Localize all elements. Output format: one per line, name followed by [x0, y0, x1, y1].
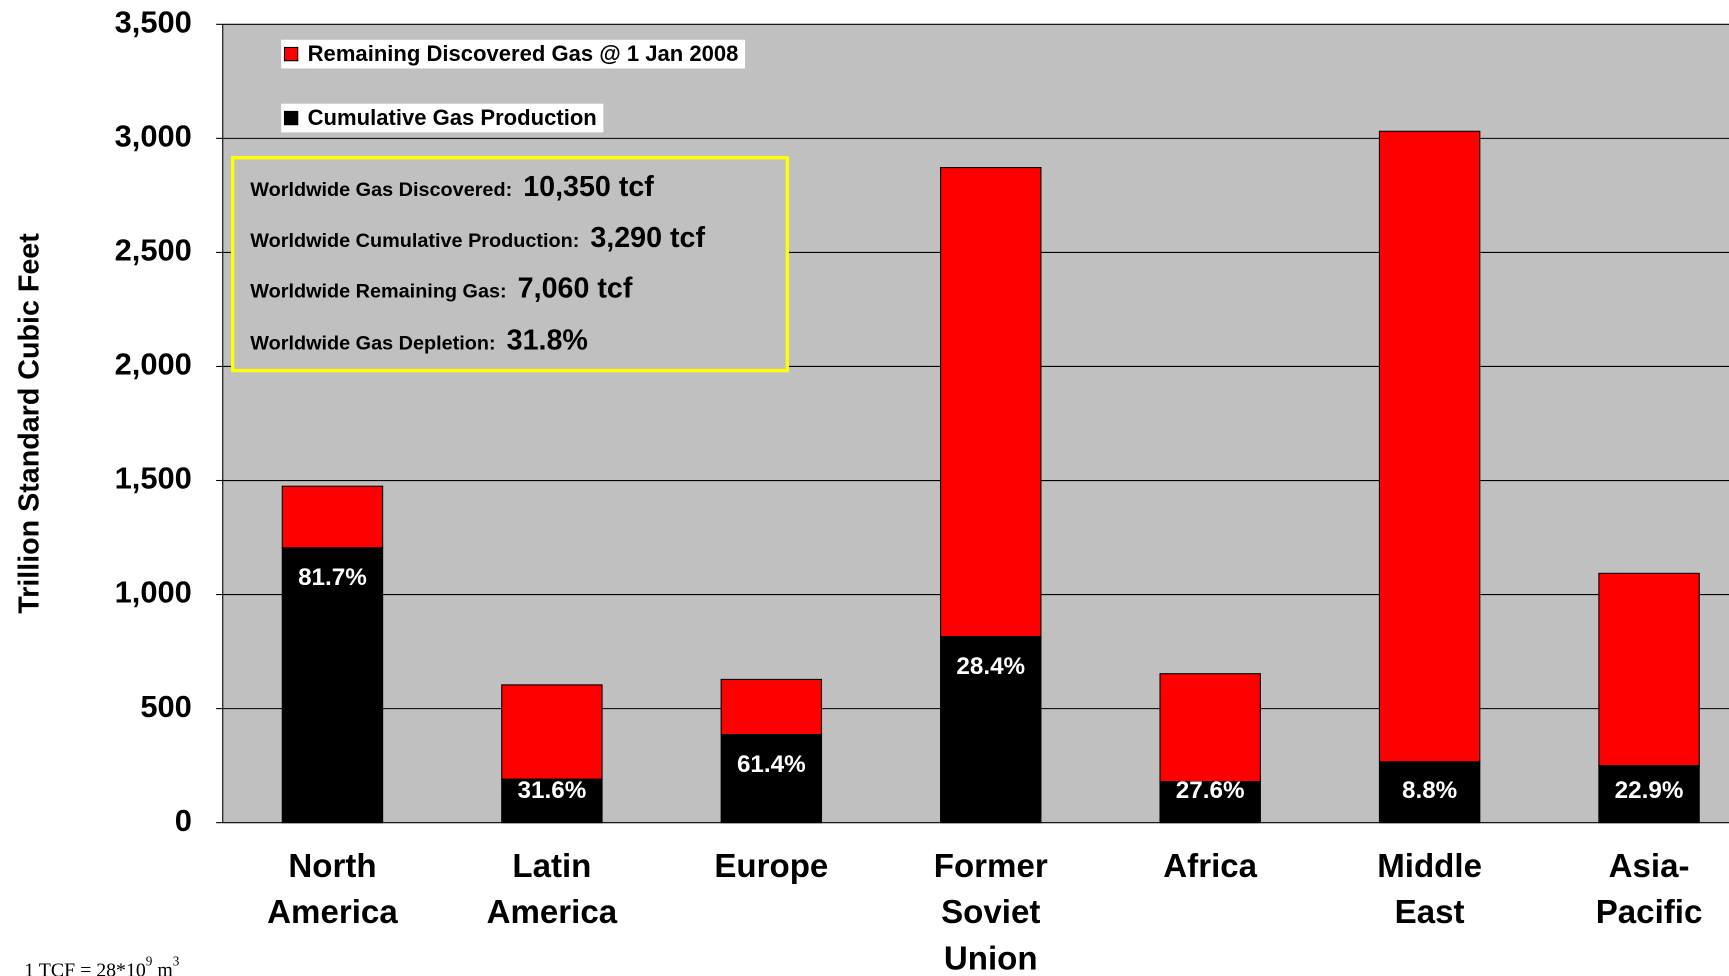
bar-segment: [1598, 572, 1700, 767]
annotation-value: 31.8%: [507, 324, 588, 356]
bar-segment: [281, 547, 384, 824]
bar-segment: [720, 734, 823, 824]
legend-label: Remaining Discovered Gas @ 1 Jan 2008: [308, 41, 739, 66]
data-label: 27.6%: [1176, 777, 1245, 804]
data-label: 81.7%: [298, 564, 367, 591]
annotation-value: 7,060 tcf: [518, 273, 633, 305]
bar-segment: [720, 678, 823, 736]
bar-segment: [1598, 765, 1700, 824]
info-box: [231, 156, 789, 373]
footnote-part: 9: [146, 954, 153, 969]
y-tick-label: 2,000: [115, 347, 192, 382]
y-tick-label: 3,500: [115, 4, 192, 39]
footnote-part: 3: [173, 954, 180, 969]
footnote-part: 1 TCF = 28*10: [24, 959, 146, 976]
bar-segment: [501, 684, 603, 780]
y-tick-label: 3,000: [115, 119, 192, 154]
annotation-label: Worldwide Gas Depletion:: [250, 332, 495, 354]
x-tick-label: Former Soviet Union: [934, 848, 1048, 976]
bar-segment: [1159, 781, 1261, 824]
legend-swatch: [283, 46, 299, 62]
x-tick-label: North America: [267, 848, 398, 931]
annotation-label: Worldwide Cumulative Production:: [250, 230, 579, 252]
y-tick-label: 1,500: [115, 461, 192, 496]
x-tick-label: Latin America: [487, 848, 618, 931]
y-axis-title: Trillion Standard Cubic Feet: [13, 233, 45, 614]
bar-segment: [1378, 761, 1481, 824]
bar-segment: [281, 485, 384, 549]
bar-segment: [940, 635, 1042, 824]
data-label: 8.8%: [1402, 777, 1457, 804]
data-label: 28.4%: [956, 653, 1025, 680]
x-tick-label: Middle East: [1377, 848, 1482, 931]
footnote: 1 TCF = 28*109 m3: [24, 954, 180, 976]
annotation-label: Worldwide Remaining Gas:: [250, 281, 506, 303]
y-tick-label: 500: [140, 689, 192, 724]
annotation-value: 10,350 tcf: [523, 171, 654, 203]
bar-segment: [1159, 673, 1261, 783]
data-label: 22.9%: [1615, 777, 1684, 804]
bar-segment: [940, 167, 1042, 638]
legend-swatch: [283, 110, 299, 126]
y-tick-label: 1,000: [115, 575, 192, 610]
annotation-label: Worldwide Gas Discovered:: [250, 179, 512, 201]
data-label: 31.6%: [518, 777, 587, 804]
legend-background: [281, 103, 604, 133]
footnote-part: m: [152, 959, 173, 976]
bar-segment: [501, 778, 603, 824]
x-tick-label: Asia-Pacific: [1596, 848, 1703, 931]
bar-segment: [1378, 130, 1481, 763]
y-tick-label: 2,500: [115, 233, 192, 268]
y-tick-label: 0: [175, 803, 192, 838]
x-tick-label: Europe: [714, 848, 828, 885]
annotation-value: 3,290 tcf: [590, 222, 705, 254]
legend-background: [281, 39, 746, 69]
x-tick-label: Africa: [1163, 848, 1257, 885]
data-label: 61.4%: [737, 751, 806, 778]
legend-label: Cumulative Gas Production: [308, 105, 597, 130]
